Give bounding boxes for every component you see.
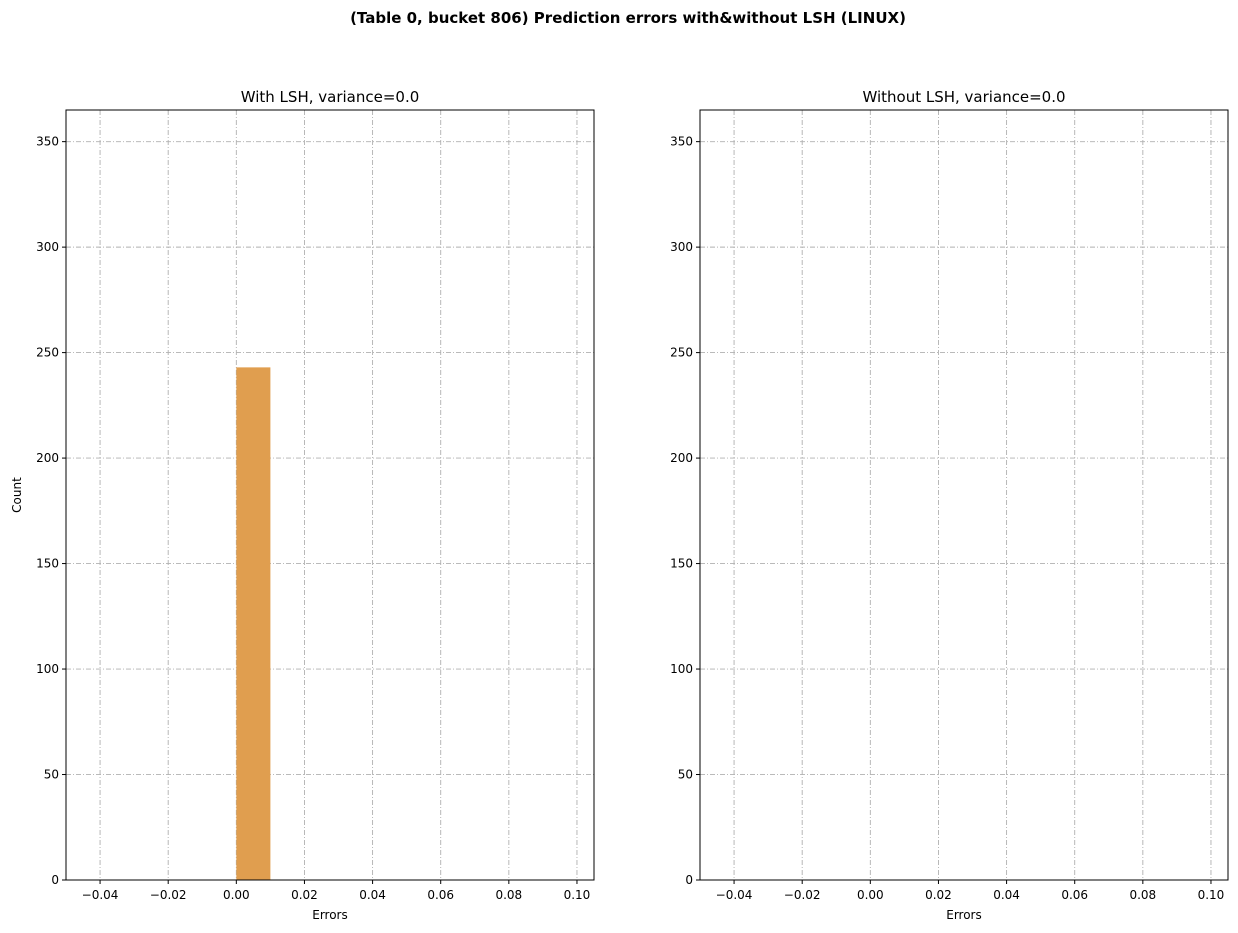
figure-suptitle: (Table 0, bucket 806) Prediction errors … — [350, 9, 906, 27]
without-lsh-ytick-label: 200 — [670, 451, 693, 465]
with-lsh-title: With LSH, variance=0.0 — [241, 88, 420, 106]
with-lsh-xaxis-label: Errors — [312, 908, 348, 922]
without-lsh-xtick-label: 0.10 — [1198, 888, 1225, 902]
without-lsh-ytick-label: 0 — [685, 873, 693, 887]
with-lsh-xtick-label: 0.02 — [291, 888, 318, 902]
with-lsh-xtick-label: 0.06 — [427, 888, 454, 902]
with-lsh-xtick-label: 0.04 — [359, 888, 386, 902]
with-lsh-ytick-label: 350 — [36, 135, 59, 149]
without-lsh-axes-frame — [699, 109, 1229, 881]
with-lsh-xtick-label: −0.02 — [150, 888, 187, 902]
with-lsh-ytick-label: 200 — [36, 451, 59, 465]
with-lsh-ytick-label: 150 — [36, 557, 59, 571]
with-lsh-ytick-label: 0 — [51, 873, 59, 887]
without-lsh-xtick-label: 0.06 — [1061, 888, 1088, 902]
panel-without-lsh: −0.04 −0.02 0.00 0.02 0.04 0.06 0.08 0.10 0 50 100… — [670, 88, 1229, 922]
without-lsh-title: Without LSH, variance=0.0 — [862, 88, 1065, 106]
without-lsh-ytick-label: 150 — [670, 557, 693, 571]
without-lsh-ytick-label: 300 — [670, 240, 693, 254]
with-lsh-axes-frame — [65, 109, 595, 881]
with-lsh-yaxis-label: Count — [10, 477, 24, 513]
without-lsh-xtick-label: 0.04 — [993, 888, 1020, 902]
without-lsh-xtick-label: 0.08 — [1129, 888, 1156, 902]
with-lsh-histogram-bar — [236, 367, 271, 880]
without-lsh-xaxis-label: Errors — [946, 908, 982, 922]
with-lsh-ytick-label: 100 — [36, 662, 59, 676]
without-lsh-xtick-label: −0.04 — [716, 888, 753, 902]
with-lsh-xtick-label: −0.04 — [82, 888, 119, 902]
without-lsh-ytick-label: 250 — [670, 346, 693, 360]
without-lsh-ytick-label: 100 — [670, 662, 693, 676]
without-lsh-ytick-label: 350 — [670, 135, 693, 149]
without-lsh-xtick-label: 0.00 — [857, 888, 884, 902]
with-lsh-xtick-label: 0.08 — [495, 888, 522, 902]
without-lsh-ytick-label: 50 — [678, 768, 693, 782]
with-lsh-xtick-label: 0.10 — [564, 888, 591, 902]
without-lsh-xtick-label: 0.02 — [925, 888, 952, 902]
with-lsh-ytick-label: 250 — [36, 346, 59, 360]
panel-with-lsh: −0.04 −0.02 0.00 0.02 0.04 0.06 0.08 0.10 0 50 100… — [10, 88, 595, 922]
with-lsh-ytick-label: 300 — [36, 240, 59, 254]
with-lsh-xtick-label: 0.00 — [223, 888, 250, 902]
without-lsh-xtick-label: −0.02 — [784, 888, 821, 902]
with-lsh-ytick-label: 50 — [44, 768, 59, 782]
